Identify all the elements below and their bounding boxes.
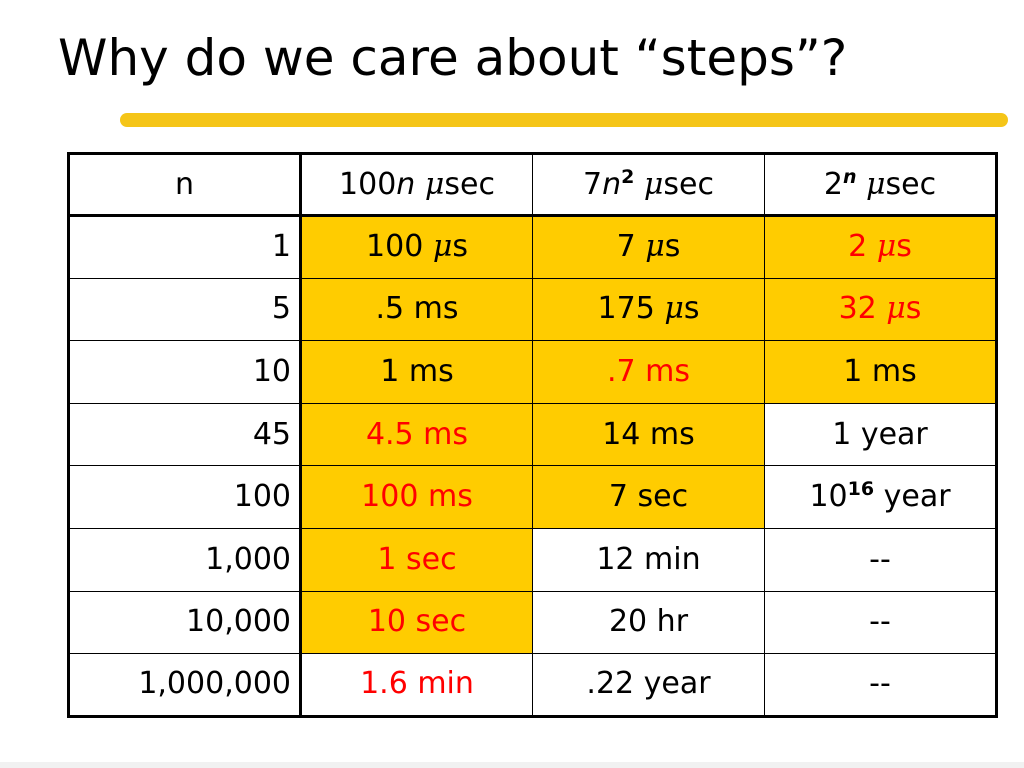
cell-2n: -- [764, 653, 997, 717]
cell-7n2: 7 sec [532, 465, 765, 529]
cell-100n: 100 μs [300, 215, 533, 279]
slide-title: Why do we care about “steps”? [58, 29, 848, 87]
cell-100n: 1.6 min [300, 653, 533, 717]
cell-2n: 1016 year [764, 465, 997, 529]
cell-100n: 1 ms [300, 340, 533, 404]
table-row: 1,000 1 sec 12 min -- [68, 527, 997, 592]
header-2n: 2n μsec [764, 153, 997, 217]
cell-n: 1 [68, 215, 302, 279]
header-n: n [68, 153, 302, 217]
header-7n2: 7n2 μsec [532, 153, 765, 217]
cell-7n2: 20 hr [532, 590, 765, 655]
table-row: 1,000,000 1.6 min .22 year -- [68, 653, 997, 717]
cell-7n2: .22 year [532, 653, 765, 717]
cell-7n2: 14 ms [532, 402, 765, 467]
header-100n: 100n μsec [300, 153, 533, 217]
cell-100n: 1 sec [300, 527, 533, 592]
cell-2n: 32 μs [764, 277, 997, 342]
table-row: 10 1 ms .7 ms 1 ms [68, 340, 997, 404]
cell-2n: 2 μs [764, 215, 997, 279]
cell-n: 10 [68, 340, 302, 404]
table-row: 10,000 10 sec 20 hr -- [68, 590, 997, 655]
footer-divider [0, 762, 1024, 768]
cell-100n: 4.5 ms [300, 402, 533, 467]
cell-7n2: 7 μs [532, 215, 765, 279]
cell-2n: 1 ms [764, 340, 997, 404]
cell-n: 5 [68, 277, 302, 342]
cell-7n2: 12 min [532, 527, 765, 592]
cell-2n: 1 year [764, 402, 997, 467]
table-row: 100 100 ms 7 sec 1016 year [68, 465, 997, 529]
header-row: n 100n μsec 7n2 μsec 2n μsec [68, 153, 997, 217]
cell-100n: 100 ms [300, 465, 533, 529]
complexity-table: n 100n μsec 7n2 μsec 2n μsec 1 100 μs 7 … [67, 152, 998, 718]
cell-n: 45 [68, 402, 302, 467]
cell-100n: .5 ms [300, 277, 533, 342]
table-row: 45 4.5 ms 14 ms 1 year [68, 402, 997, 467]
title-accent-bar [120, 113, 1008, 127]
cell-n: 100 [68, 465, 302, 529]
cell-7n2: 175 μs [532, 277, 765, 342]
cell-7n2: .7 ms [532, 340, 765, 404]
table-row: 5 .5 ms 175 μs 32 μs [68, 277, 997, 342]
cell-n: 1,000 [68, 527, 302, 592]
cell-n: 10,000 [68, 590, 302, 655]
table-row: 1 100 μs 7 μs 2 μs [68, 215, 997, 279]
cell-2n: -- [764, 590, 997, 655]
cell-100n: 10 sec [300, 590, 533, 655]
cell-2n: -- [764, 527, 997, 592]
cell-n: 1,000,000 [68, 653, 302, 717]
